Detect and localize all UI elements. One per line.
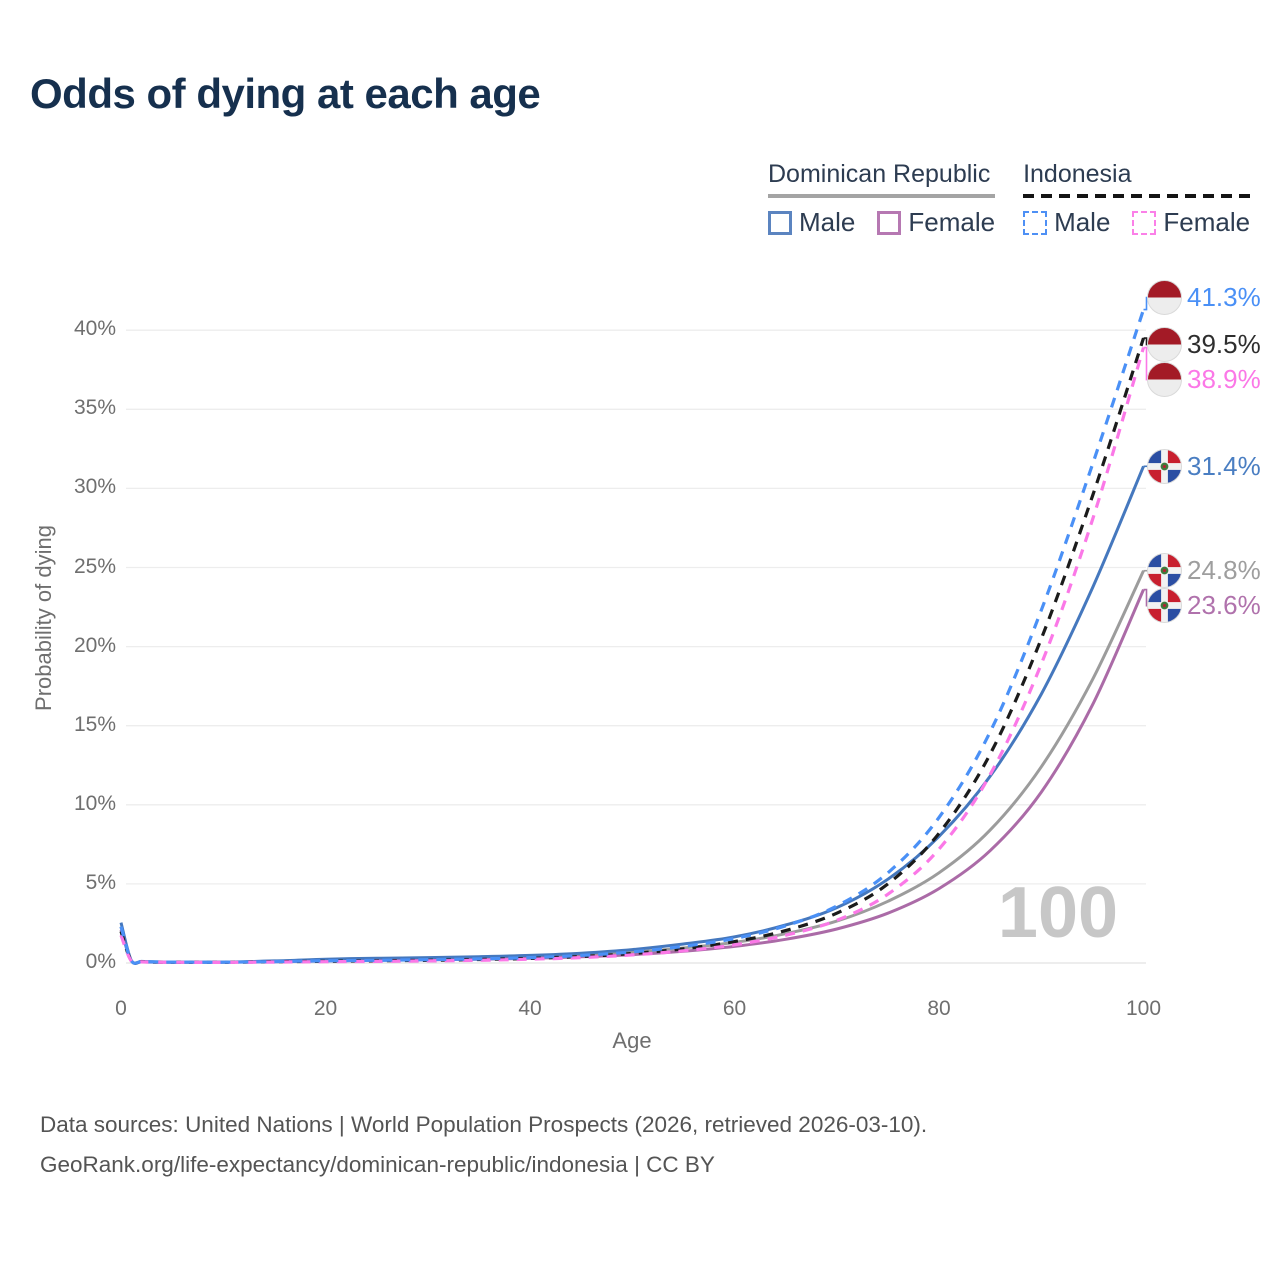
legend-item-label: Female (1163, 207, 1251, 237)
footer-line-1: Data sources: United Nations | World Pop… (40, 1112, 928, 1137)
end-value-label: 41.3% (1187, 282, 1261, 313)
legend-item-dr-female[interactable]: Female (877, 207, 995, 238)
legend-item-dr-male[interactable]: Male (768, 207, 855, 238)
legend-group-indonesia: Indonesia Male Female (1023, 160, 1251, 238)
end-label-indonesia-both: 39.5% (1147, 326, 1261, 364)
end-value-label: 38.9% (1187, 364, 1261, 395)
end-value-label: 23.6% (1187, 590, 1261, 621)
id-male-swatch-icon[interactable] (1023, 210, 1048, 235)
end-label-dominican-republic-both: 24.8% (1147, 552, 1261, 590)
series-line-indonesia-both-sexes[interactable] (119, 337, 1146, 965)
legend-underline-solid-icon (768, 194, 996, 198)
end-label-indonesia-male: 41.3% (1147, 279, 1261, 317)
end-label-indonesia-female: 38.9% (1147, 361, 1261, 399)
y-tick-label-5: 5% (85, 870, 116, 894)
legend-heading-dominican-republic: Dominican Republic (768, 160, 991, 188)
flag-indonesia-icon (1147, 362, 1182, 398)
series-line-indonesia-female[interactable] (119, 347, 1146, 965)
series-line-indonesia-male[interactable] (119, 309, 1146, 965)
legend-item-label: Male (1054, 207, 1111, 237)
legend-heading-indonesia: Indonesia (1023, 160, 1132, 188)
y-tick-label-0: 0% (85, 950, 116, 973)
page-title: Odds of dying at each age (30, 70, 541, 117)
legend: Dominican Republic Male Female Indonesia (768, 160, 1251, 238)
flag-indonesia-icon (1147, 280, 1182, 316)
legend-item-label: Male (799, 207, 856, 237)
y-tick-label-30: 30% (73, 475, 116, 499)
legend-underline-dashed-icon (1023, 194, 1251, 198)
end-value-label: 31.4% (1187, 450, 1261, 481)
y-tick-label-20: 20% (73, 633, 116, 657)
x-tick-label-60: 60 (722, 997, 747, 1020)
x-tick-label-40: 40 (518, 997, 542, 1020)
legend-group-dominican-republic: Dominican Republic Male Female (768, 160, 996, 238)
end-label-dominican-republic-male: 31.4% (1147, 447, 1261, 485)
series-line-dominican-republic-both-sexes[interactable] (119, 570, 1145, 965)
dr-female-swatch-icon[interactable] (877, 210, 902, 235)
dr-male-swatch-icon[interactable] (768, 210, 792, 235)
flag-dominican-republic-icon (1147, 553, 1182, 589)
x-axis-title: Age (612, 1028, 652, 1053)
flag-indonesia-icon (1147, 327, 1182, 363)
y-axis-title: Probability of dying (31, 525, 56, 711)
flag-dominican-republic-icon (1147, 448, 1182, 484)
x-tick-label-80: 80 (927, 997, 951, 1020)
legend-item-id-female[interactable]: Female (1132, 207, 1250, 238)
end-value-label: 24.8% (1187, 555, 1261, 586)
footer-line-2: GeoRank.org/life-expectancy/dominican-re… (40, 1152, 715, 1177)
end-label-dominican-republic-female: 23.6% (1147, 587, 1261, 625)
watermark-age-100: 100 (997, 873, 1119, 953)
legend-item-id-male[interactable]: Male (1023, 207, 1110, 238)
data-sources-footer: Data sources: United Nations | World Pop… (40, 1105, 927, 1185)
end-value-label: 39.5% (1187, 329, 1261, 360)
y-tick-label-10: 10% (73, 791, 116, 815)
x-tick-label-0: 0 (115, 997, 127, 1020)
y-tick-label-35: 35% (73, 396, 116, 420)
y-tick-label-40: 40% (73, 317, 116, 341)
series-line-dominican-republic-male[interactable] (119, 465, 1145, 965)
legend-item-label: Female (908, 207, 996, 237)
y-tick-label-15: 15% (73, 712, 116, 736)
y-tick-label-25: 25% (73, 554, 116, 578)
x-tick-label-20: 20 (313, 997, 338, 1020)
id-female-swatch-icon[interactable] (1132, 210, 1157, 235)
x-tick-label-100: 100 (1125, 997, 1162, 1020)
flag-dominican-republic-icon (1147, 588, 1182, 624)
